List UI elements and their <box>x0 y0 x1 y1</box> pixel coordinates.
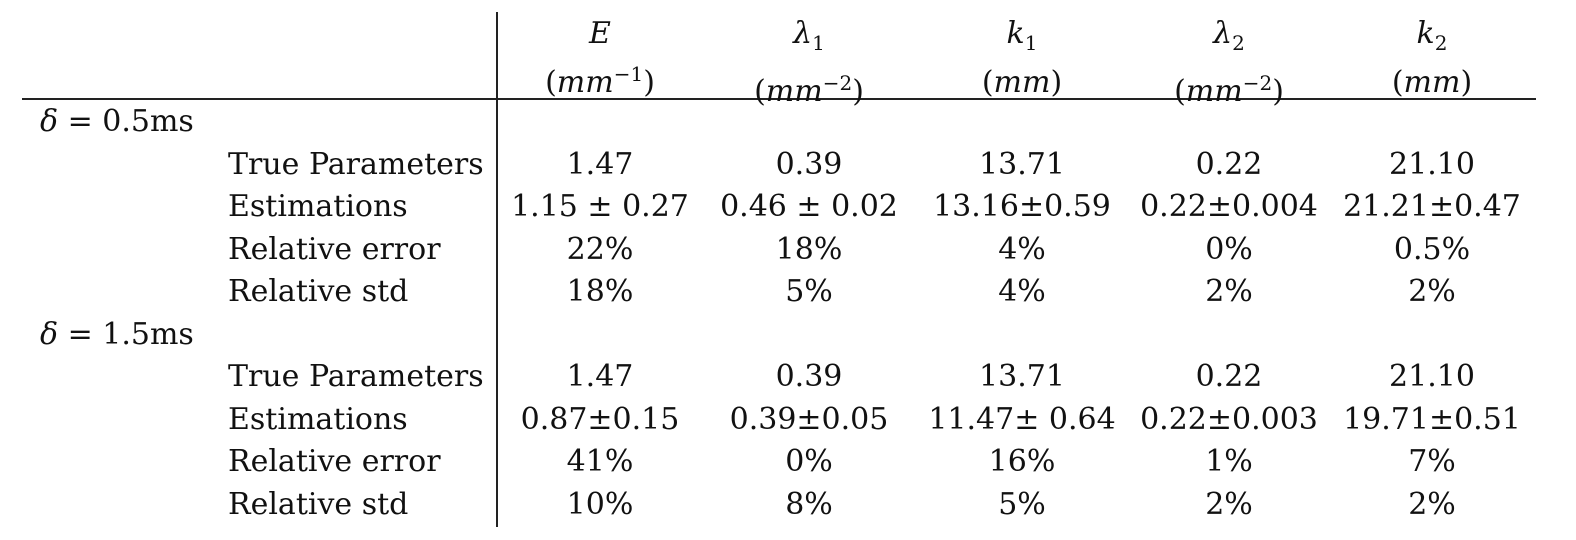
table-cell: 2% <box>1205 486 1253 522</box>
unit-paren-close: ) <box>643 65 655 100</box>
column-unit: (mm−1) <box>495 54 705 103</box>
table-cell: 1.47 <box>566 146 634 182</box>
table-cell: 0.22±0.003 <box>1140 401 1318 437</box>
table-cell: 8% <box>785 486 833 522</box>
table-cell: 2% <box>1408 274 1456 309</box>
column-unit: (mm−2) <box>1124 63 1334 112</box>
table-vertical-rule <box>496 12 498 527</box>
table-cell: 0.39±0.05 <box>729 401 889 437</box>
results-table: E (mm−1) λ1 (mm−2) k1 (mm) λ2 (mm−2) k2 (mm) δ = 0… <box>22 12 1536 527</box>
unit-paren-close: ) <box>1460 65 1473 100</box>
unit-exponent: −2 <box>822 71 853 95</box>
table-cell: 1.47 <box>566 359 634 394</box>
table-cell: 2% <box>1205 274 1253 309</box>
group-label-symbol: δ <box>40 316 59 352</box>
column-unit: (mm) <box>917 63 1127 103</box>
column-header: λ1 (mm−2) <box>704 14 914 112</box>
table-cell: 7% <box>1408 444 1456 479</box>
table-cell: 41% <box>566 444 634 479</box>
group-label: δ = 1.5ms <box>40 315 194 355</box>
column-header: E (mm−1) <box>495 14 705 103</box>
table-cell: 4% <box>998 231 1046 267</box>
table-cell: 0% <box>785 444 833 479</box>
table-cell: 13.71 <box>979 359 1065 394</box>
unit-base: mm <box>1185 74 1243 109</box>
group-label-value: = 1.5ms <box>58 316 194 352</box>
table-cell: 13.16±0.59 <box>933 189 1111 224</box>
row-label: Relative std <box>228 274 409 309</box>
group-label-value: = 0.5ms <box>58 104 194 139</box>
table-cell: 21.10 <box>1389 146 1475 182</box>
unit-paren-close: ) <box>852 74 864 109</box>
column-symbol: k1 <box>917 14 1127 63</box>
group-label: δ = 0.5ms <box>40 102 194 142</box>
column-symbol-text: k <box>1416 16 1435 51</box>
column-unit: (mm) <box>1327 63 1537 103</box>
column-symbol-subscript: 1 <box>812 31 825 55</box>
column-symbol-text: λ <box>1213 16 1233 51</box>
table-cell: 0.22 <box>1195 359 1263 394</box>
column-header: k1 (mm) <box>917 14 1127 103</box>
table-cell: 0.5% <box>1393 231 1471 267</box>
unit-base: mm <box>556 65 614 100</box>
table-cell: 0.39 <box>775 146 843 182</box>
table-cell: 4% <box>998 274 1046 309</box>
table-cell: 19.71±0.51 <box>1343 401 1521 437</box>
table-cell: 16% <box>988 444 1056 479</box>
column-symbol: λ2 <box>1124 14 1334 63</box>
table-cell: 0.22±0.004 <box>1140 189 1318 224</box>
column-symbol-text: k <box>1006 16 1025 51</box>
table-cell: 21.21±0.47 <box>1343 189 1521 224</box>
row-label: Relative std <box>228 486 409 522</box>
table-cell: 1% <box>1205 444 1253 479</box>
table-cell: 2% <box>1408 486 1456 522</box>
column-unit: (mm−2) <box>704 63 914 112</box>
unit-paren-close: ) <box>1272 74 1284 109</box>
table-cell: 22% <box>566 231 634 267</box>
unit-paren-open: ( <box>981 65 994 100</box>
column-header: λ2 (mm−2) <box>1124 14 1334 112</box>
unit-paren-open: ( <box>545 65 557 100</box>
column-symbol-text: E <box>589 16 611 51</box>
table-cell: 10% <box>566 486 634 522</box>
table-cell: 5% <box>785 274 833 309</box>
column-symbol-subscript: 1 <box>1024 31 1038 55</box>
column-symbol-subscript: 2 <box>1434 31 1448 55</box>
table-cell: 0.87±0.15 <box>520 401 680 437</box>
table-cell: 0.39 <box>775 359 843 394</box>
unit-base: mm <box>993 65 1051 100</box>
unit-paren-open: ( <box>1174 74 1186 109</box>
unit-paren-open: ( <box>754 74 766 109</box>
table-cell: 5% <box>998 486 1046 522</box>
unit-base: mm <box>765 74 823 109</box>
column-header: k2 (mm) <box>1327 14 1537 103</box>
table-cell: 0% <box>1205 231 1253 267</box>
row-label: Estimations <box>228 189 408 224</box>
table-header-rule <box>22 98 1536 100</box>
table-cell: 18% <box>775 231 843 267</box>
column-symbol: λ1 <box>704 14 914 63</box>
table-cell: 11.47± 0.64 <box>928 401 1116 437</box>
unit-base: mm <box>1403 65 1461 100</box>
table-cell: 13.71 <box>979 146 1065 182</box>
row-label: True Parameters <box>228 359 484 394</box>
unit-paren-open: ( <box>1391 65 1404 100</box>
column-symbol-subscript: 2 <box>1232 31 1245 55</box>
row-label: Relative error <box>228 231 441 267</box>
table-cell: 0.22 <box>1195 146 1263 182</box>
unit-exponent: −1 <box>613 62 644 86</box>
table-cell: 21.10 <box>1389 359 1475 394</box>
table-cell: 18% <box>566 274 634 309</box>
row-label: Relative error <box>228 444 441 479</box>
table-cell: 1.15 ± 0.27 <box>511 189 689 224</box>
column-symbol-text: λ <box>793 16 813 51</box>
column-symbol: k2 <box>1327 14 1537 63</box>
row-label: True Parameters <box>228 146 484 182</box>
unit-paren-close: ) <box>1050 65 1063 100</box>
unit-exponent: −2 <box>1242 71 1273 95</box>
table-cell: 0.46 ± 0.02 <box>720 189 898 224</box>
row-label: Estimations <box>228 401 408 437</box>
group-label-symbol: δ <box>40 104 59 139</box>
column-symbol: E <box>495 14 705 54</box>
